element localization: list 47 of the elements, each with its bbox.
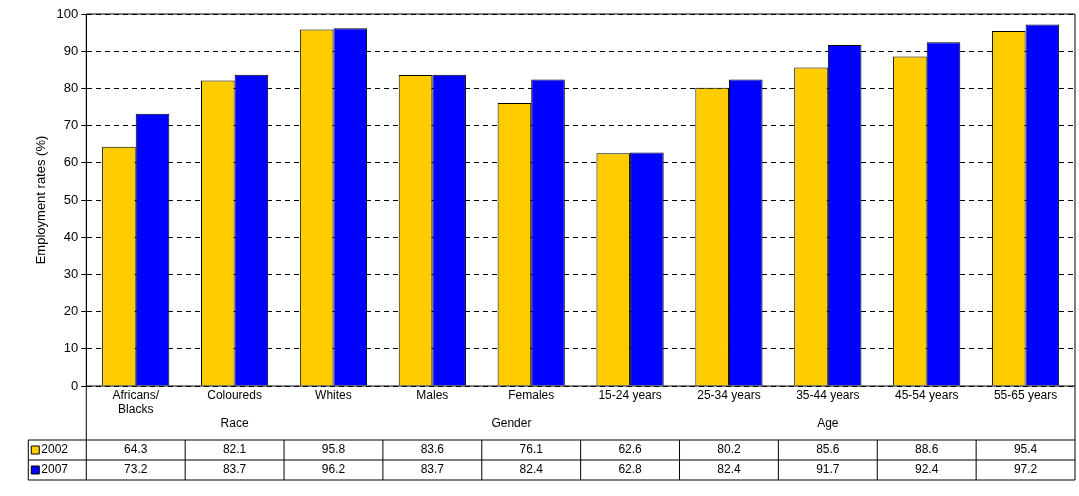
x-tick-label: 55-65 years [993,388,1058,403]
x-tick-label: Africans/ Blacks [112,388,160,417]
y-axis-title: Employment rates (%) [33,135,49,265]
x-tick-label: 35-44 years [796,388,860,403]
data-label: 95.4 [1013,442,1038,457]
data-label: 76.1 [519,442,544,457]
x-tick-label: Whites [315,388,352,403]
x-tick-label: Females [508,388,555,403]
data-label: 96.2 [321,462,346,477]
data-label: 62.8 [618,462,643,477]
y-tick-label: 30 [63,265,79,281]
y-tick-label: 90 [63,42,79,58]
data-label: 83.7 [420,462,445,477]
data-label: 85.6 [816,442,840,457]
x-tick-label: 45-54 years [895,388,959,403]
y-tick-label: 60 [63,154,79,170]
x-tick-label: 25-34 years [697,388,761,403]
text: Age [817,416,839,431]
data-label: 73.2 [124,462,148,477]
data-label: 95.8 [321,442,346,457]
data-label: 64.3 [124,442,148,457]
x-tick-label: 15-24 years [598,388,662,403]
y-tick-label: 70 [63,117,79,133]
data-label: 97.2 [1013,462,1038,477]
y-tick-label: 20 [63,303,79,319]
data-label: 83.7 [222,462,247,477]
data-label: 88.6 [915,442,939,457]
data-label: 82.1 [222,442,247,457]
x-tick-label: Males [416,388,449,403]
x-tick-label: Coloureds [207,388,262,403]
legend-label: 2002 [41,442,69,457]
text: Race [220,416,249,431]
y-tick-label: 0 [71,377,79,393]
y-tick-label: 100 [56,5,79,21]
data-label: 82.4 [717,462,741,477]
y-tick-label: 50 [63,191,79,207]
data-label: 80.2 [717,442,741,457]
y-tick-label: 80 [63,79,79,95]
data-label: 62.6 [618,442,643,457]
y-tick-label: 10 [63,340,79,356]
data-label: 91.7 [816,462,840,477]
y-tick-label: 40 [63,228,79,244]
text: Gender [491,416,532,431]
data-label: 83.6 [420,442,445,457]
data-label: 92.4 [915,462,939,477]
data-label: 82.4 [519,462,544,477]
legend-label: 2007 [41,462,69,477]
